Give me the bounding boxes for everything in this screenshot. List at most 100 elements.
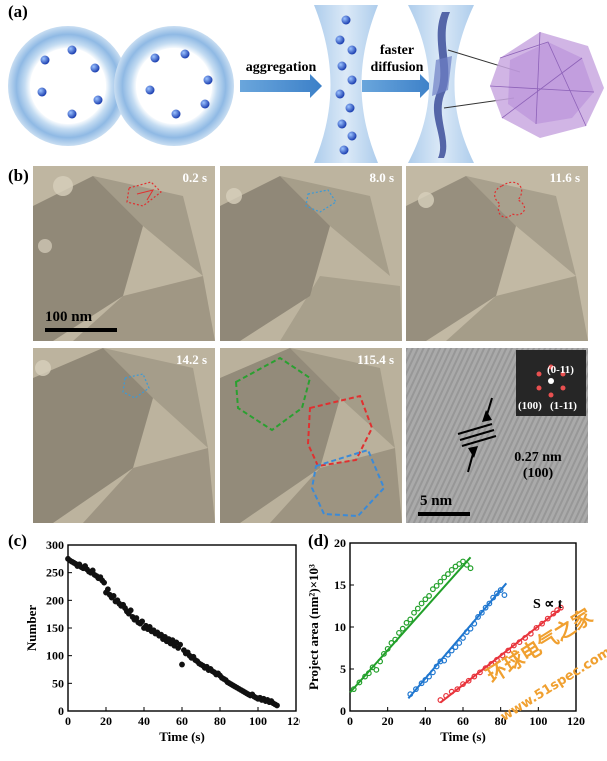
tem-frame-4-time: 14.2 s (175, 352, 207, 367)
fft-label-100: (100) (518, 400, 542, 412)
panel-d-label: (d) (308, 531, 329, 550)
fft-label-0-11: (0-11) (547, 364, 574, 376)
area-chart-point-1-19 (482, 604, 489, 611)
number-chart-xtick-label-2: 40 (138, 714, 150, 728)
scale-bar-5nm (418, 512, 470, 516)
area-chart-point-1-1 (413, 686, 419, 693)
number-chart-point-0-19 (101, 579, 107, 586)
area-chart-point-0-15 (411, 609, 417, 616)
tem-frame-2-time: 8.0 s (369, 170, 394, 185)
area-chart-point-1-12 (456, 640, 463, 646)
area-chart-point-1-17 (475, 614, 481, 620)
number-chart-ylabel: Number (24, 605, 39, 651)
area-chart-point-2-17 (533, 624, 540, 631)
area-chart-point-0-21 (433, 582, 440, 589)
area-chart-point-0-23 (441, 574, 448, 581)
area-chart-point-1-8 (441, 657, 448, 664)
scale-bar-100nm (45, 328, 117, 332)
area-chart-ylabel: Project area (nm²)×10³ (306, 564, 321, 690)
area-chart-point-0-2 (362, 673, 368, 680)
number-chart-point-0-110 (274, 702, 280, 709)
area-chart-point-0-25 (448, 566, 455, 573)
tem-frame-5-time: 115.4 s (357, 352, 394, 367)
number-chart-ytick-label-5: 250 (46, 566, 64, 580)
aggregation-neck (314, 5, 378, 163)
area-chart-ytick-label-3: 15 (334, 578, 346, 592)
area-chart-point-2-12 (505, 647, 512, 654)
area-chart-point-1-9 (445, 651, 451, 658)
area-chart-point-0-18 (422, 596, 429, 603)
area-chart-point-1-20 (486, 600, 493, 607)
area-chart-point-0-1 (356, 679, 363, 686)
area-chart-fit-line-0 (349, 556, 472, 694)
area-chart-point-0-6 (377, 658, 384, 665)
number-chart-point-0-21 (105, 586, 111, 593)
area-chart-point-2-3 (454, 686, 461, 693)
area-chart-point-2-7 (477, 669, 483, 676)
number-chart-xtick-label-3: 60 (176, 714, 188, 728)
tem-frame-1-time: 0.2 s (182, 170, 207, 185)
diffusion-label-line1: faster (379, 43, 415, 58)
number-chart-xlabel: Time (s) (159, 729, 205, 744)
area-chart-xtick-label-6: 120 (567, 714, 585, 728)
area-chart-xtick-label-4: 80 (495, 714, 507, 728)
lattice-spacing-label: 0.27 nm (514, 450, 562, 465)
area-chart-point-2-6 (471, 673, 478, 680)
area-chart-xlabel: Time (s) (440, 729, 486, 744)
tem-frame-1: 0.2 s 100 nm (33, 166, 215, 341)
area-chart-point-0-8 (384, 645, 391, 652)
crystal-polyhedron (489, 31, 604, 138)
number-chart-ytick-label-1: 50 (52, 676, 64, 690)
panel-a-label: (a) (8, 2, 28, 21)
area-chart-point-2-18 (539, 620, 546, 627)
area-chart-point-0-19 (426, 593, 432, 599)
area-chart-point-1-6 (433, 663, 440, 670)
area-chart-xtick-label-2: 40 (419, 714, 431, 728)
tem-frame-2: 8.0 s (220, 166, 402, 341)
number-chart-xtick-label-0: 0 (65, 714, 71, 728)
area-chart-point-0-17 (418, 600, 425, 607)
area-chart-point-2-15 (522, 635, 529, 641)
area-chart-point-0-14 (407, 616, 414, 623)
area-chart-point-1-10 (448, 647, 455, 654)
number-chart-point-0-24 (110, 593, 117, 599)
area-chart-point-0-13 (403, 619, 410, 626)
area-chart-point-0-24 (445, 571, 451, 577)
hrtem-frame: (0-11) (100) (1-11) 0.27 nm (100) 5 nm (406, 348, 588, 523)
area-chart-point-1-0 (407, 691, 414, 698)
area-chart-point-2-10 (493, 656, 500, 663)
area-chart-point-0-11 (396, 629, 402, 636)
tem-frame-3-time: 11.6 s (549, 170, 580, 185)
micelle-ring-right (114, 26, 234, 146)
area-chart-point-0-29 (463, 561, 470, 568)
number-chart-ytick-label-3: 150 (46, 621, 64, 635)
area-chart-point-2-11 (499, 652, 506, 659)
area-chart-point-1-22 (493, 590, 500, 597)
area-chart-point-1-5 (429, 669, 436, 676)
number-chart-ytick-label-2: 100 (46, 649, 64, 663)
area-chart-point-2-1 (443, 692, 449, 699)
diffusion-neck (408, 5, 474, 163)
number-chart-point-0-60 (179, 661, 185, 668)
area-chart-point-1-4 (426, 673, 432, 680)
micelle-ring-left (8, 26, 128, 146)
area-chart-point-1-3 (422, 677, 429, 683)
area-chart-xtick-label-5: 100 (529, 714, 547, 728)
tem-frame-5: 115.4 s (220, 348, 402, 523)
diffusion-label-line2: diffusion (370, 60, 424, 75)
area-chart-point-0-12 (399, 625, 406, 632)
schematic-illustration (8, 5, 604, 163)
area-chart-point-2-22 (558, 604, 564, 611)
area-chart-point-2-20 (550, 610, 557, 617)
number-chart-point-0-39 (139, 618, 145, 625)
area-chart-point-0-30 (467, 565, 474, 572)
area-chart-point-2-19 (544, 615, 551, 622)
diffusion-arrow (362, 74, 432, 98)
area-chart-point-2-2 (448, 688, 455, 695)
chart-number-vs-time: 0 20 40 60 80 100 120 0 50 100 150 200 250 300 Time (s… (24, 538, 300, 744)
area-chart-xtick-label-0: 0 (347, 714, 353, 728)
lattice-plane-label: (100) (522, 466, 554, 481)
area-chart-point-2-4 (460, 681, 466, 688)
area-chart-point-1-21 (490, 594, 497, 601)
number-chart-ytick-label-4: 200 (46, 593, 64, 607)
